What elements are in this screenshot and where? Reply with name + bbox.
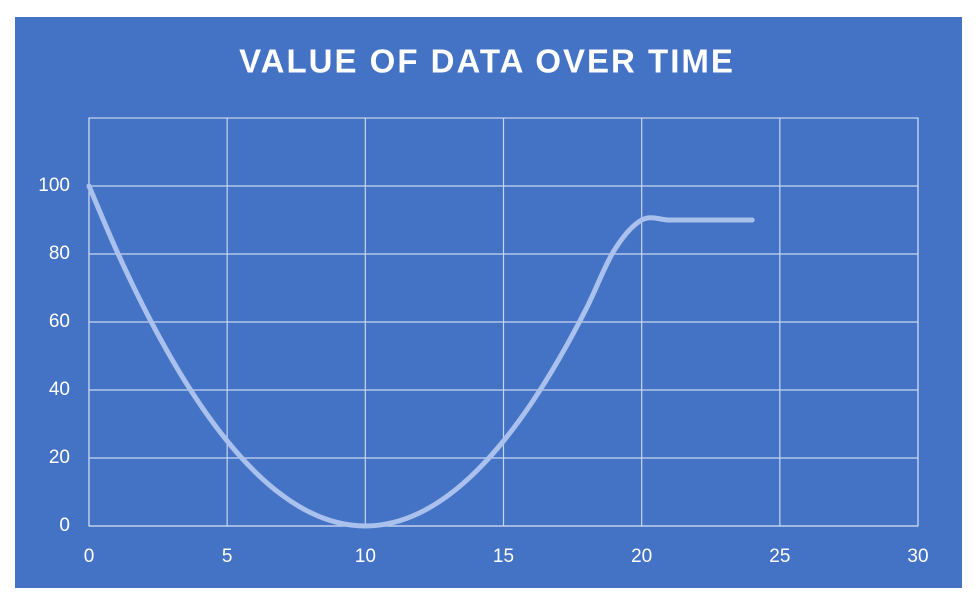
y-tick-label: 60 (49, 311, 70, 332)
x-tick-label: 20 (631, 546, 652, 567)
x-tick-label: 30 (907, 546, 928, 567)
x-tick-label: 15 (493, 546, 514, 567)
x-tick-label: 0 (84, 546, 95, 567)
y-tick-label: 20 (49, 447, 70, 468)
x-tick-label: 10 (355, 546, 376, 567)
data-line (86, 183, 755, 529)
chart-background (15, 17, 962, 588)
y-tick-label: 100 (38, 175, 70, 196)
y-tick-label: 40 (49, 379, 70, 400)
x-tick-label: 5 (222, 546, 233, 567)
y-tick-label: 80 (49, 243, 70, 264)
chart-title: VALUE OF DATA OVER TIME (239, 43, 735, 80)
y-tick-label: 0 (59, 515, 70, 536)
x-tick-label: 25 (769, 546, 790, 567)
